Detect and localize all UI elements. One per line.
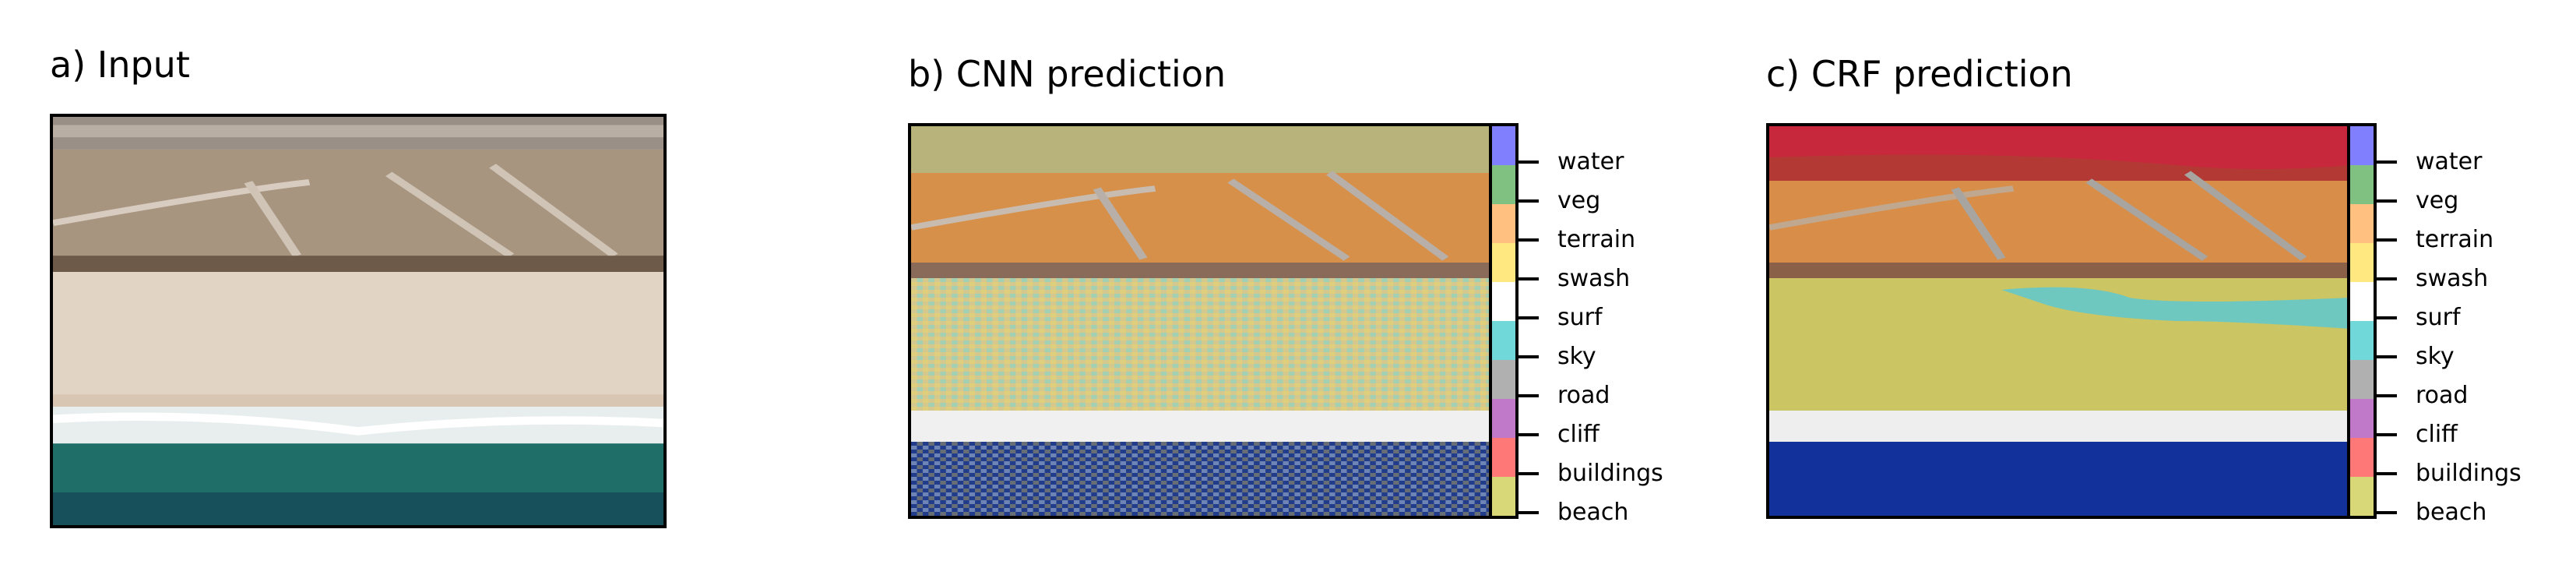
tick-mark	[2377, 472, 2397, 475]
input-image	[50, 114, 667, 528]
colorbar-label-cliff: cliff	[2416, 421, 2458, 448]
colorbar-swatch-water	[1492, 126, 1515, 165]
colorbar-label-sky: sky	[2416, 343, 2455, 370]
colorbar-swatch-veg	[1492, 165, 1515, 204]
colorbar-swatch-swash	[2350, 243, 2374, 282]
colorbar-swatch-terrain	[1492, 204, 1515, 243]
colorbar-swatch-sky	[1492, 321, 1515, 360]
tick-mark	[1519, 316, 1539, 319]
tick-mark	[2377, 316, 2397, 319]
colorbar-label-cliff: cliff	[1557, 421, 1599, 448]
colorbar-label-swash: swash	[2416, 265, 2489, 292]
colorbar-swatch-cliff	[2350, 399, 2374, 438]
colorbar-swatch-veg	[2350, 165, 2374, 204]
cnn-segmentation-overlay	[911, 126, 1492, 516]
colorbar-label-beach: beach	[1557, 499, 1629, 526]
colorbar-swatch-surf	[1492, 282, 1515, 321]
colorbar-label-sky: sky	[1557, 343, 1596, 370]
crf-prediction-image	[1766, 123, 2353, 519]
tick-mark	[1519, 511, 1539, 514]
colorbar-label-surf: surf	[2416, 304, 2461, 331]
tick-mark	[2377, 511, 2397, 514]
panel-b-title: b) CNN prediction	[908, 53, 1226, 95]
tick-mark	[2377, 394, 2397, 397]
tick-mark	[1519, 199, 1539, 203]
tick-mark	[1519, 238, 1539, 242]
tick-mark	[2377, 433, 2397, 436]
colorbar-label-buildings: buildings	[2416, 460, 2521, 487]
tick-mark	[2377, 161, 2397, 164]
cnn-colorbar-ticks: water veg terrain swash surf sky road cl…	[1519, 123, 1721, 526]
panel-a-title: a) Input	[50, 44, 190, 86]
colorbar-swatch-road	[1492, 360, 1515, 399]
crf-colorbar	[2347, 123, 2377, 519]
tick-mark	[2377, 355, 2397, 358]
colorbar-label-road: road	[2416, 382, 2469, 409]
colorbar-label-swash: swash	[1557, 265, 1631, 292]
colorbar-swatch-swash	[1492, 243, 1515, 282]
input-aerial-photo	[53, 117, 663, 525]
colorbar-label-terrain: terrain	[1557, 226, 1636, 253]
tick-mark	[1519, 355, 1539, 358]
colorbar-swatch-terrain	[2350, 204, 2374, 243]
panel-c-title: c) CRF prediction	[1766, 53, 2073, 95]
colorbar-label-terrain: terrain	[2416, 226, 2494, 253]
tick-mark	[2377, 199, 2397, 203]
colorbar-label-road: road	[1557, 382, 1610, 409]
colorbar-swatch-buildings	[1492, 438, 1515, 477]
tick-mark	[1519, 277, 1539, 280]
crf-colorbar-ticks: water veg terrain swash surf sky road cl…	[2377, 123, 2571, 526]
colorbar-label-surf: surf	[1557, 304, 1603, 331]
colorbar-label-veg: veg	[1557, 187, 1601, 214]
tick-mark	[1519, 161, 1539, 164]
colorbar-label-buildings: buildings	[1557, 460, 1663, 487]
colorbar-label-beach: beach	[2416, 499, 2487, 526]
tick-mark	[1519, 472, 1539, 475]
colorbar-label-water: water	[2416, 148, 2483, 175]
cnn-prediction-image	[908, 123, 1495, 519]
colorbar-swatch-beach	[1492, 477, 1515, 516]
colorbar-swatch-beach	[2350, 477, 2374, 516]
colorbar-swatch-surf	[2350, 282, 2374, 321]
tick-mark	[1519, 394, 1539, 397]
colorbar-swatch-sky	[2350, 321, 2374, 360]
crf-segmentation-overlay	[1769, 126, 2350, 516]
colorbar-swatch-cliff	[1492, 399, 1515, 438]
tick-mark	[2377, 238, 2397, 242]
tick-mark	[2377, 277, 2397, 280]
colorbar-swatch-road	[2350, 360, 2374, 399]
colorbar-swatch-water	[2350, 126, 2374, 165]
tick-mark	[1519, 433, 1539, 436]
colorbar-swatch-buildings	[2350, 438, 2374, 477]
cnn-colorbar	[1489, 123, 1519, 519]
colorbar-label-water: water	[1557, 148, 1624, 175]
colorbar-label-veg: veg	[2416, 187, 2459, 214]
